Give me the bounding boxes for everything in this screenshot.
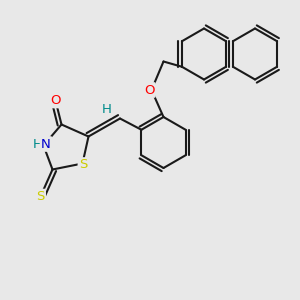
Text: N: N <box>41 137 51 151</box>
Text: H: H <box>102 103 111 116</box>
Text: S: S <box>79 158 87 172</box>
Text: H: H <box>33 137 43 151</box>
Text: O: O <box>50 94 61 107</box>
Text: S: S <box>36 190 45 203</box>
Text: O: O <box>144 83 154 97</box>
